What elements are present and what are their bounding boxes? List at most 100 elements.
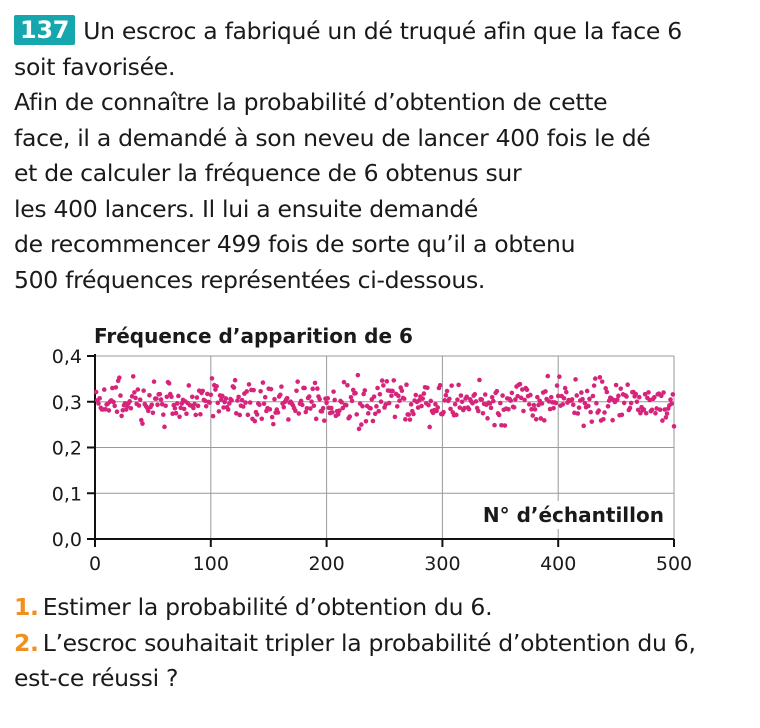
data-point: [151, 379, 157, 384]
data-point: [619, 412, 625, 418]
statement-line-6: les 400 lancers. Il lui a ensuite demand…: [14, 194, 479, 223]
data-point: [262, 394, 268, 400]
data-point: [579, 390, 584, 395]
data-point: [214, 383, 219, 389]
data-point: [178, 405, 183, 411]
data-point: [489, 394, 495, 400]
data-point: [641, 407, 647, 412]
data-point: [635, 407, 641, 413]
questions: 1. Estimer la probabilité d’obtention du …: [14, 590, 749, 697]
data-point: [415, 405, 421, 410]
data-point: [103, 407, 108, 412]
data-point: [136, 403, 142, 408]
data-point: [530, 413, 536, 418]
data-point: [557, 374, 562, 379]
question-1-text: Estimer la probabilité d’obtention du 6.: [42, 593, 493, 621]
question-2-text: L’escroc souhaitait tripler la probabili…: [42, 628, 696, 657]
data-point: [384, 379, 390, 384]
data-point: [614, 397, 620, 402]
data-point: [240, 404, 246, 409]
statement-line-3: Afin de connaître la probabilité d’obten…: [14, 88, 608, 116]
data-point: [545, 373, 551, 379]
data-point: [350, 387, 356, 393]
data-point: [177, 414, 182, 420]
data-point: [371, 394, 377, 399]
data-point: [286, 417, 291, 422]
data-point: [173, 410, 179, 416]
data-point: [356, 426, 362, 432]
data-point: [584, 388, 590, 394]
data-point: [96, 401, 101, 406]
data-point: [123, 407, 129, 412]
data-point: [453, 412, 459, 418]
data-point: [652, 395, 657, 400]
data-point: [193, 412, 199, 418]
data-point: [372, 411, 378, 417]
data-point: [374, 404, 379, 409]
data-point: [464, 394, 470, 400]
data-point: [472, 391, 478, 397]
data-point: [509, 390, 515, 396]
data-point: [517, 381, 523, 387]
data-point: [588, 409, 593, 415]
data-point: [308, 406, 313, 411]
data-point: [114, 409, 120, 415]
data-point: [302, 385, 307, 391]
data-point: [251, 387, 256, 393]
data-point: [376, 408, 382, 414]
data-point: [457, 405, 463, 410]
data-point: [337, 408, 342, 413]
data-point: [257, 402, 262, 408]
data-point: [239, 397, 245, 403]
data-point: [508, 398, 514, 403]
data-point: [140, 421, 145, 426]
data-point: [207, 400, 212, 405]
data-point: [169, 394, 174, 400]
data-point: [200, 388, 205, 394]
data-point: [586, 403, 591, 409]
data-point: [529, 406, 534, 412]
data-point: [444, 388, 450, 394]
data-point: [477, 377, 482, 383]
data-point: [594, 400, 599, 406]
data-point: [428, 398, 434, 404]
data-point: [361, 391, 366, 397]
data-point: [574, 393, 580, 398]
y-tick-label-0: 0,0: [52, 529, 82, 551]
data-point: [130, 374, 136, 379]
data-point: [605, 403, 611, 409]
data-point: [222, 399, 227, 405]
data-point: [391, 378, 397, 383]
data-point: [473, 399, 479, 404]
data-point: [378, 399, 384, 404]
x-tick-label-0: 0: [89, 553, 101, 575]
data-point: [237, 412, 243, 418]
x-tick-label-5: 500: [656, 553, 692, 575]
data-point: [355, 372, 361, 378]
data-point: [442, 398, 448, 403]
data-point: [147, 393, 152, 398]
data-point: [252, 418, 258, 424]
data-point: [317, 397, 322, 402]
data-point: [401, 396, 407, 402]
data-point: [396, 393, 401, 399]
data-point: [375, 385, 380, 391]
data-point: [392, 414, 398, 420]
data-point: [260, 380, 266, 385]
question-1: 1. Estimer la probabilité d’obtention du …: [14, 590, 749, 626]
data-point: [343, 402, 349, 408]
data-point: [181, 406, 187, 412]
data-point: [664, 411, 670, 416]
data-point: [419, 403, 424, 409]
data-point: [522, 397, 527, 403]
data-point: [542, 418, 547, 423]
data-point: [488, 405, 494, 411]
data-point: [470, 401, 475, 406]
data-point: [480, 410, 486, 416]
data-point: [294, 388, 299, 394]
data-point: [649, 407, 655, 413]
data-point: [220, 393, 225, 399]
data-point: [284, 395, 290, 401]
data-point: [223, 396, 229, 401]
data-point: [97, 396, 102, 401]
